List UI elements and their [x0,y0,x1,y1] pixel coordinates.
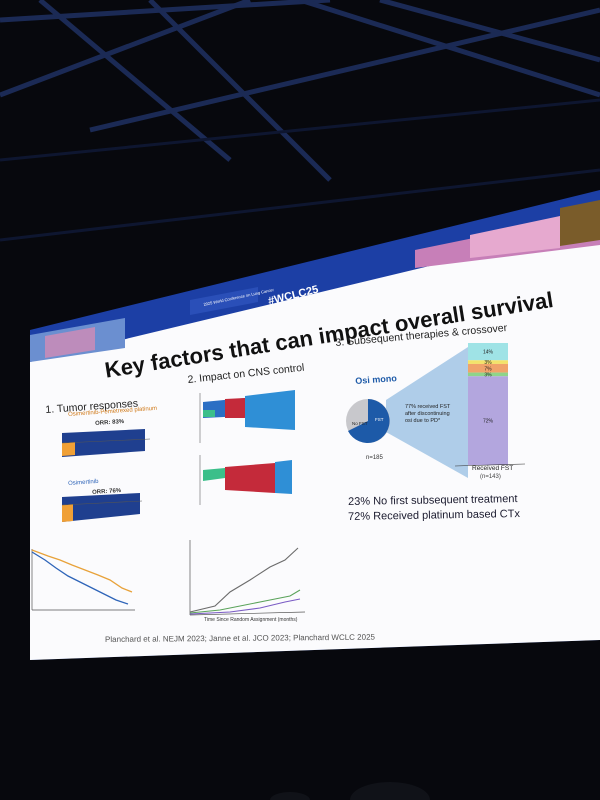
waterfall-chart-cns-1 [199,390,295,443]
bar-segment [468,343,508,361]
bar-segment [468,360,508,364]
bar-segment-label: 72% [483,419,494,425]
ceiling-truss [0,0,600,182]
bar-segment-label: 7% [484,366,492,372]
n-total: n=185 [366,455,383,461]
waterfall-chart-osi-chemo [61,429,151,457]
bar-segment-label: 3% [484,360,492,366]
bar-segment [468,372,508,377]
cumulative-incidence-plot [189,540,306,616]
stacked-bar-subsequent-therapy: 14% 3%7%3% 72% [468,343,508,465]
km-curve-pfs [31,549,135,611]
fst-callout-text: 77% received FST after discontinuing osi… [405,404,451,424]
fst-callout-cone [386,347,468,478]
pie-fst-label: FST [375,417,384,422]
bar-segment-label: 3% [484,372,492,378]
bar-caption: Received FST [472,465,514,472]
pie-chart-fst [346,399,390,443]
waterfall-chart-osi [61,493,143,522]
waterfall-chart-cns-2 [199,455,292,505]
bar-segment-label: 14% [483,350,494,356]
slide-body [30,225,600,660]
bar-n: (n=143) [480,474,501,480]
bar-segment [468,376,508,465]
pie-no-fst-label: No FST [352,421,368,426]
bar-segment [468,363,508,373]
section2-xlabel: Time Since Random Assignment (months) [204,617,298,623]
